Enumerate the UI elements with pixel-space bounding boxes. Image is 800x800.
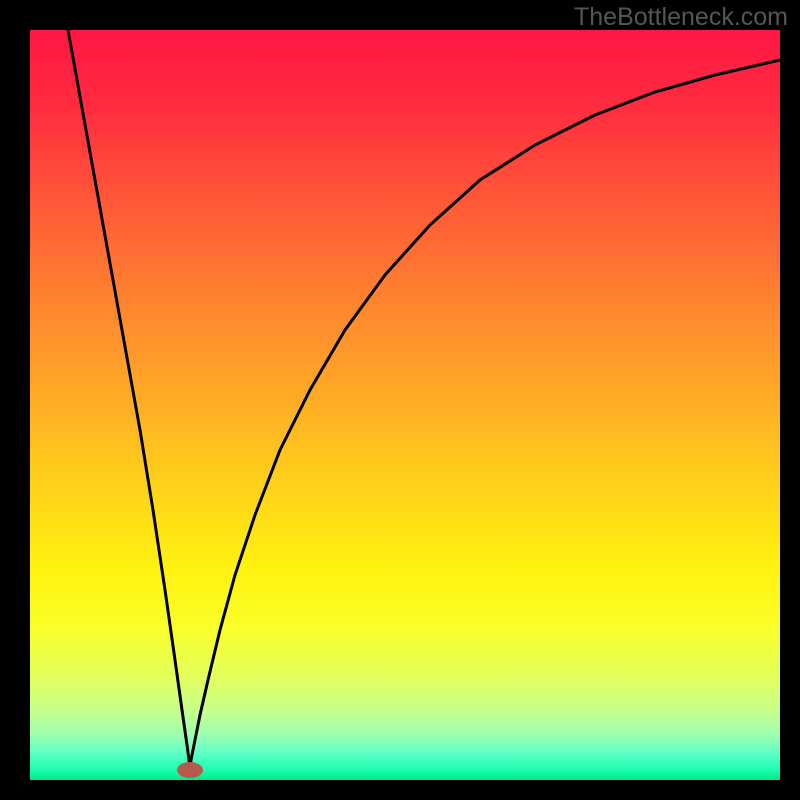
bottleneck-curve-right: [190, 60, 780, 770]
curve-svg: [30, 30, 780, 780]
bottleneck-curve-left: [68, 30, 190, 770]
chart-container: TheBottleneck.com: [0, 0, 800, 800]
minimum-marker: [177, 762, 203, 778]
plot-area: [30, 30, 780, 780]
watermark-text: TheBottleneck.com: [574, 3, 788, 32]
